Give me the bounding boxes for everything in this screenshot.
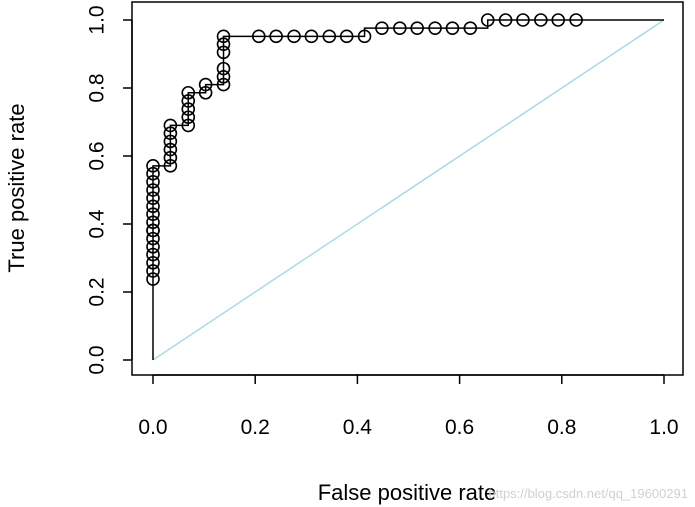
roc-point: [569, 13, 583, 27]
x-axis-title: False positive rate: [318, 480, 497, 505]
roc-point: [146, 264, 160, 278]
roc-point: [551, 13, 566, 27]
y-tick-label: 0.8: [85, 73, 108, 102]
roc-point: [251, 29, 266, 44]
roc-point: [304, 29, 319, 44]
y-tick-label: 0.2: [85, 277, 108, 306]
roc-point: [216, 77, 231, 92]
roc-point: [146, 272, 160, 286]
x-tick-label: 0.6: [445, 416, 474, 439]
roc-point: [146, 231, 160, 246]
roc-point: [146, 255, 160, 270]
roc-point: [163, 150, 178, 165]
roc-point: [146, 207, 160, 221]
roc-point: [198, 77, 213, 92]
roc-point: [146, 183, 160, 197]
watermark-text: https://blog.csdn.net/qq_19600291: [489, 486, 689, 501]
roc-point: [163, 134, 178, 149]
roc-point: [428, 21, 442, 35]
x-tick-label: 0.4: [343, 416, 373, 439]
y-axis-title: True positive rate: [4, 103, 29, 272]
roc-point: [322, 29, 337, 44]
roc-point: [181, 102, 196, 116]
y-axis: 0.0 0.2 0.4 0.6 0.8 1.0: [85, 5, 133, 375]
roc-point: [287, 29, 301, 44]
roc-point: [146, 159, 160, 173]
roc-point: [163, 142, 178, 157]
x-tick-label: 0.0: [138, 416, 167, 439]
roc-point: [375, 21, 389, 35]
x-tick-label: 0.2: [241, 416, 270, 439]
y-tick-label: 0.0: [85, 345, 108, 374]
roc-point: [463, 21, 478, 35]
roc-point: [357, 29, 372, 44]
roc-point: [181, 85, 196, 100]
x-axis: 0.0 0.2 0.4 0.6 0.8 1.0: [138, 374, 679, 439]
roc-point: [216, 69, 231, 84]
roc-point: [480, 13, 495, 27]
roc-point: [163, 126, 178, 141]
roc-point: [181, 110, 196, 125]
roc-point: [146, 215, 160, 230]
diagonal-reference-line: [152, 19, 665, 361]
roc-point: [181, 118, 196, 133]
roc-point: [516, 13, 530, 27]
roc-point: [339, 29, 354, 44]
x-tick-label: 0.8: [547, 416, 576, 439]
roc-points-layer: [146, 13, 583, 286]
roc-point: [393, 21, 407, 35]
x-tick-label: 1.0: [649, 416, 678, 439]
roc-point: [498, 13, 513, 27]
roc-point: [146, 166, 160, 181]
roc-point: [269, 29, 283, 44]
roc-point: [146, 199, 160, 214]
roc-point: [216, 29, 231, 44]
roc-point: [181, 94, 196, 108]
roc-point: [146, 223, 160, 238]
roc-point: [198, 85, 213, 100]
roc-point: [146, 191, 160, 205]
roc-point: [163, 159, 178, 173]
y-tick-label: 1.0: [85, 5, 108, 34]
roc-point: [216, 37, 231, 51]
roc-point: [410, 21, 424, 35]
roc-point: [163, 118, 178, 133]
diagonal-reference-line-layer: [152, 19, 665, 361]
roc-point: [146, 175, 160, 189]
y-tick-label: 0.4: [85, 209, 108, 239]
roc-point: [534, 13, 548, 27]
roc-point: [445, 21, 460, 35]
roc-point: [216, 45, 231, 60]
roc-point: [146, 239, 160, 254]
y-tick-label: 0.6: [85, 141, 108, 170]
roc-point: [216, 61, 231, 76]
roc-point: [146, 247, 160, 262]
